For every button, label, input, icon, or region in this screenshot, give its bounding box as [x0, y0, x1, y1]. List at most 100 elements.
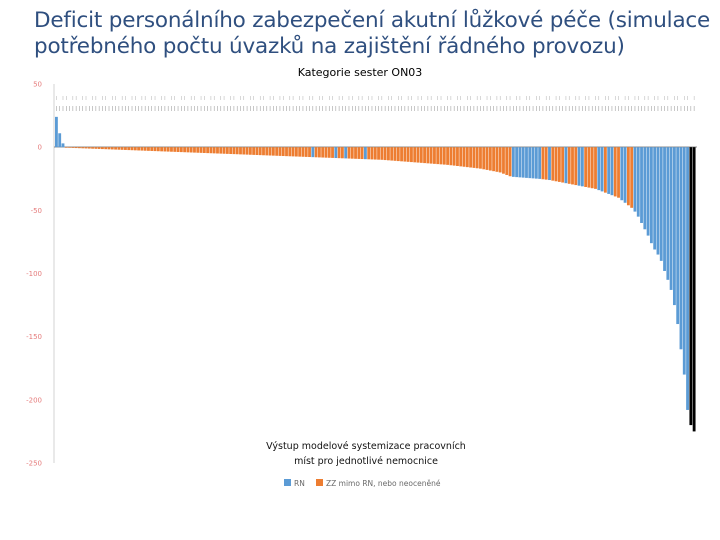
bar [304, 147, 308, 157]
bar [548, 147, 551, 181]
bar [354, 147, 357, 159]
bar [416, 147, 420, 163]
bar [242, 147, 246, 155]
bar [327, 147, 331, 158]
bar [340, 147, 344, 159]
bar [686, 147, 689, 410]
bar [406, 147, 410, 162]
bar [212, 147, 216, 154]
bar [337, 147, 341, 159]
bar [607, 147, 611, 194]
bar [173, 147, 177, 152]
bar [449, 147, 453, 166]
bar [308, 147, 311, 158]
bar [114, 147, 117, 150]
bar [275, 147, 279, 156]
bar [459, 147, 463, 167]
bar [179, 147, 183, 153]
bar [94, 147, 98, 149]
bar [321, 147, 325, 158]
bar [166, 147, 170, 152]
bar [127, 147, 131, 151]
bar [262, 147, 265, 156]
bar [518, 147, 522, 178]
bar [577, 147, 581, 186]
bar [363, 147, 367, 160]
bar [153, 147, 157, 152]
bar [564, 147, 568, 184]
bar [97, 147, 101, 149]
bar [640, 147, 643, 223]
bar [462, 147, 466, 167]
bar [189, 147, 193, 153]
bar [74, 147, 78, 149]
bar [666, 147, 670, 280]
bar [534, 147, 538, 179]
bar [196, 147, 200, 153]
bar [248, 147, 252, 155]
bar [400, 147, 403, 162]
bar [571, 147, 574, 185]
bar [603, 147, 607, 193]
y-tick-label: 0 [38, 144, 42, 152]
bar [58, 133, 62, 148]
y-tick-label: -250 [26, 460, 42, 468]
bar [61, 143, 65, 148]
bar [525, 147, 528, 178]
bar [554, 147, 558, 182]
bar [265, 147, 269, 156]
bar [594, 147, 597, 189]
legend: RN ZZ mimo RN, nebo neoceněné [284, 479, 441, 488]
bar [64, 147, 68, 148]
bar [101, 147, 104, 150]
bar [659, 147, 663, 261]
bar [87, 147, 91, 149]
bar [281, 147, 285, 157]
bar [528, 147, 532, 179]
bar [597, 147, 601, 191]
bar [653, 147, 657, 250]
bar [442, 147, 446, 165]
bar [176, 147, 180, 152]
bar [225, 147, 229, 154]
bars-group [55, 116, 696, 432]
bar [403, 147, 407, 162]
bar [156, 147, 160, 152]
bar [377, 147, 380, 160]
bar [150, 147, 154, 151]
bar [413, 147, 417, 163]
bar [557, 147, 561, 182]
bar [344, 147, 348, 159]
bar [271, 147, 275, 156]
bar [574, 147, 578, 186]
bar [676, 147, 680, 325]
y-axis-ticks: 50 0 -50 -100 -150 -200 -250 [26, 81, 42, 468]
bar [252, 147, 256, 155]
bar [324, 147, 328, 158]
bar [219, 147, 223, 154]
slide-title: Deficit personálního zabezpečení akutní … [34, 8, 714, 60]
bar [143, 147, 147, 151]
bar [367, 147, 371, 160]
y-tick-label: -150 [26, 333, 42, 341]
legend-swatch-zz [316, 479, 323, 486]
bar [124, 147, 127, 150]
bar [317, 147, 321, 158]
bar [78, 147, 81, 149]
bar [429, 147, 433, 164]
bar [383, 147, 387, 161]
bar [117, 147, 121, 150]
bar [446, 147, 449, 165]
bar [186, 147, 190, 153]
bar [620, 147, 624, 201]
bar [278, 147, 282, 156]
bar [511, 147, 515, 177]
bar [347, 147, 351, 159]
bar [360, 147, 364, 160]
chart-title: Kategorie sester ON03 [298, 66, 423, 79]
bar [590, 147, 594, 189]
bar [147, 147, 150, 151]
bar [610, 147, 614, 196]
bar [508, 147, 512, 177]
